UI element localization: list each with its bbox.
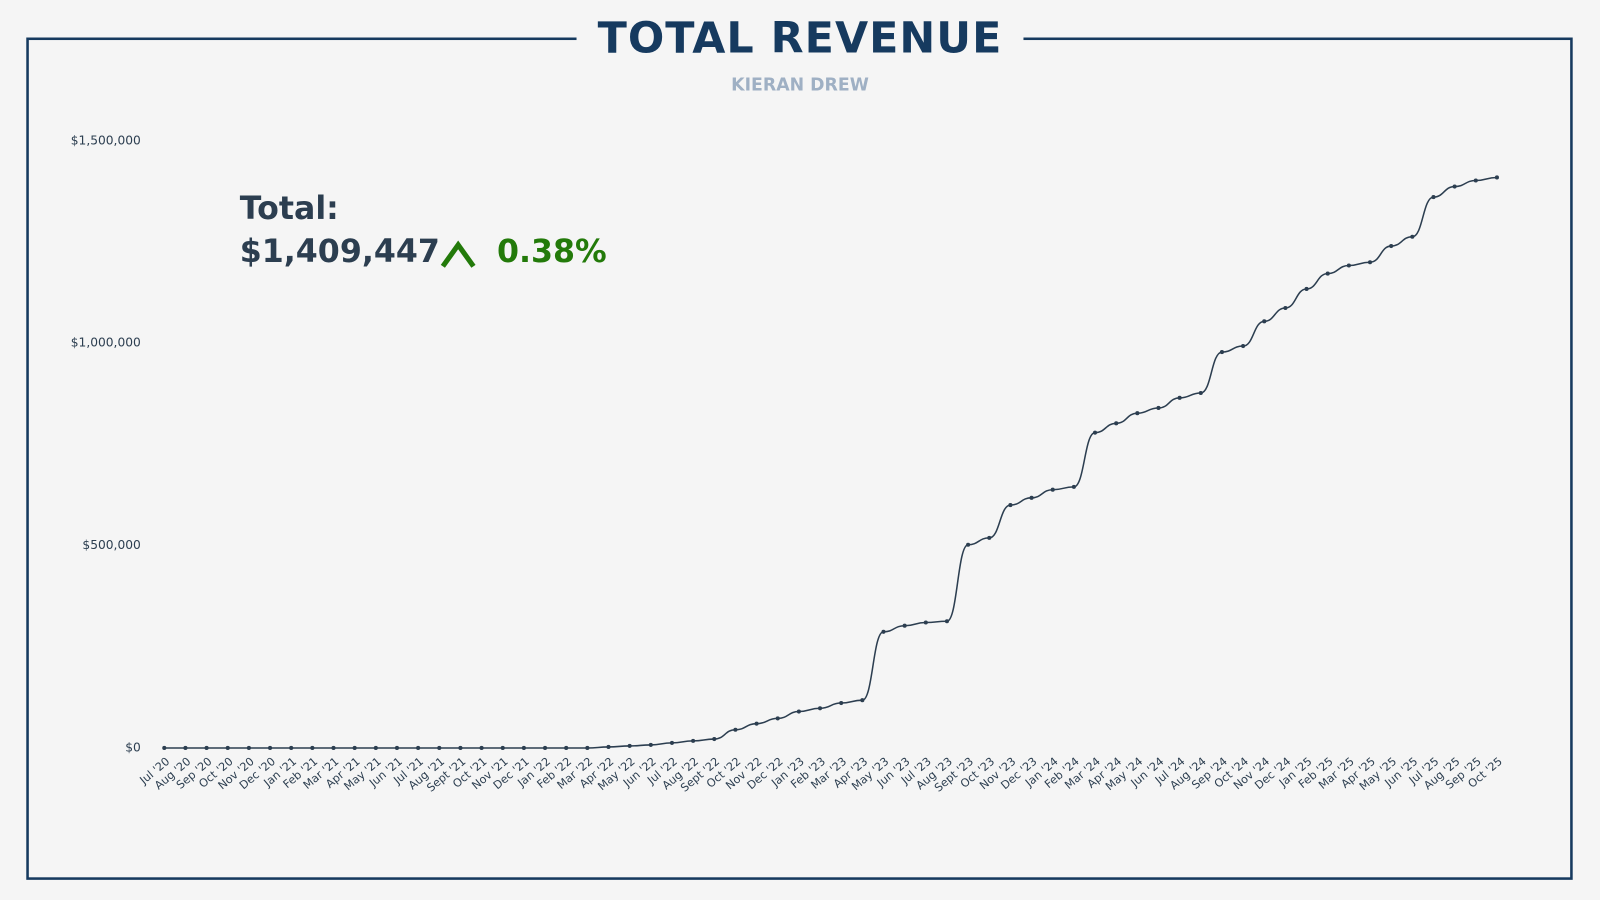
point — [1473, 178, 1478, 183]
y-tick-label: $1,500,000 — [71, 133, 141, 147]
point — [1325, 271, 1330, 276]
point — [331, 745, 336, 750]
point — [479, 745, 484, 750]
point — [1410, 234, 1415, 239]
point — [162, 745, 167, 750]
point — [1346, 263, 1351, 268]
point — [1452, 184, 1457, 189]
point — [1029, 495, 1034, 500]
up-arrow — [440, 240, 476, 268]
point — [1008, 503, 1013, 508]
point — [564, 745, 569, 750]
point — [669, 740, 675, 745]
y-tick-label: $0 — [125, 740, 141, 754]
point — [246, 745, 251, 750]
point — [817, 706, 823, 711]
y-tick-label: $1,000,000 — [71, 336, 141, 350]
point — [775, 716, 780, 721]
point — [1367, 260, 1373, 265]
point — [310, 745, 315, 750]
point — [543, 745, 548, 750]
point — [1198, 390, 1203, 396]
line — [164, 176, 1497, 749]
point — [585, 745, 590, 750]
point — [1177, 395, 1182, 400]
point — [1071, 484, 1076, 489]
point — [1050, 487, 1055, 492]
point — [1494, 175, 1499, 180]
point — [796, 709, 801, 714]
y-tick-label: $500,000 — [82, 538, 140, 552]
point — [606, 744, 611, 749]
point — [1431, 195, 1436, 200]
point — [204, 745, 209, 750]
point — [373, 745, 378, 750]
point — [987, 535, 992, 540]
point — [1135, 411, 1140, 416]
point — [627, 743, 632, 748]
point — [521, 745, 526, 750]
point — [500, 745, 505, 750]
point — [1092, 430, 1098, 435]
point — [966, 542, 971, 547]
title-gap — [576, 20, 1024, 62]
point — [394, 745, 400, 750]
total-value: $1,409,447 — [240, 234, 440, 270]
point — [860, 698, 865, 703]
point — [352, 745, 357, 750]
point — [1156, 405, 1161, 410]
point — [712, 737, 717, 742]
point — [1241, 343, 1246, 349]
point — [691, 738, 696, 743]
chart-subtitle: KIERAN DREW — [731, 76, 869, 96]
point — [1389, 244, 1394, 249]
point — [1304, 286, 1309, 291]
point — [648, 742, 653, 747]
point — [944, 619, 949, 624]
change-value: 0.38% — [497, 234, 607, 270]
point — [902, 623, 907, 628]
point — [1262, 319, 1267, 324]
point — [225, 745, 230, 750]
point — [416, 745, 421, 750]
point — [733, 727, 738, 732]
chart-title: TOTAL REVENUE — [598, 13, 1003, 63]
point — [923, 620, 928, 625]
point — [839, 700, 844, 706]
point — [458, 745, 463, 750]
point — [1114, 421, 1119, 426]
point — [183, 745, 188, 750]
point — [1219, 350, 1224, 355]
point — [881, 629, 886, 634]
total-label: Total: — [240, 191, 339, 227]
point — [437, 745, 442, 750]
point — [754, 721, 759, 726]
point — [1283, 305, 1288, 311]
point — [268, 745, 273, 750]
point — [289, 745, 294, 750]
